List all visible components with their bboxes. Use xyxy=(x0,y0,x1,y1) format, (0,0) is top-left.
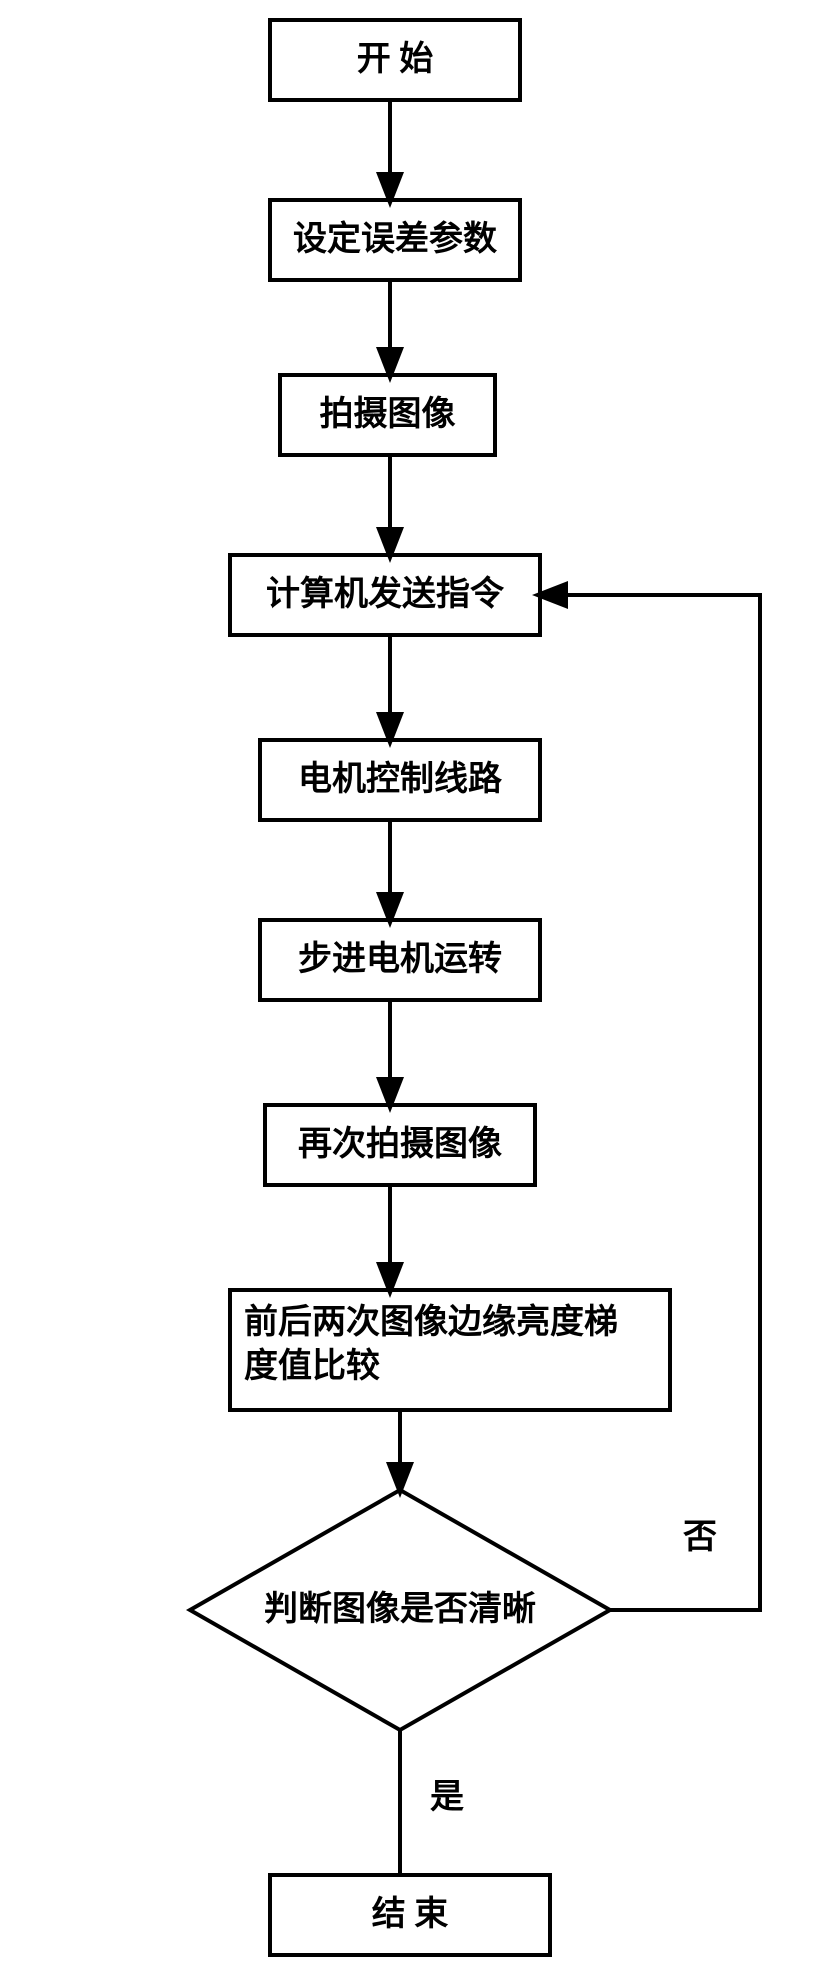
node-end-label: 结 束 xyxy=(372,1895,449,1933)
node-compare: 前后两次图像边缘亮度梯度值比较 xyxy=(230,1290,670,1410)
node-recap: 再次拍摄图像 xyxy=(265,1105,535,1185)
node-motorctl: 电机控制线路 xyxy=(260,740,540,820)
label-yes: 是 xyxy=(430,1779,464,1816)
node-setparam: 设定误差参数 xyxy=(270,200,520,280)
node-capture-label: 拍摄图像 xyxy=(320,395,456,433)
node-stepmot-label: 步进电机运转 xyxy=(298,940,502,978)
node-sendcmd: 计算机发送指令 xyxy=(230,555,540,635)
node-decision: 判断图像是否清晰 xyxy=(190,1490,610,1730)
node-stepmot: 步进电机运转 xyxy=(260,920,540,1000)
nodes: 开 始设定误差参数拍摄图像计算机发送指令电机控制线路步进电机运转再次拍摄图像前后… xyxy=(190,20,670,1955)
node-recap-label: 再次拍摄图像 xyxy=(298,1125,502,1163)
node-capture: 拍摄图像 xyxy=(280,375,495,455)
node-start: 开 始 xyxy=(270,20,520,100)
branch-labels: 否是 xyxy=(430,1519,717,1816)
node-compare-label: 前后两次图像边缘亮度梯 xyxy=(244,1303,618,1341)
label-no: 否 xyxy=(683,1519,717,1556)
node-sendcmd-label: 计算机发送指令 xyxy=(266,575,505,613)
node-motorctl-label: 电机控制线路 xyxy=(298,760,503,798)
node-compare-label: 度值比较 xyxy=(244,1347,380,1385)
node-setparam-label: 设定误差参数 xyxy=(293,220,497,258)
edge-feedback xyxy=(540,595,760,1610)
node-start-label: 开 始 xyxy=(357,40,434,78)
node-end: 结 束 xyxy=(270,1875,550,1955)
flowchart-canvas: 开 始设定误差参数拍摄图像计算机发送指令电机控制线路步进电机运转再次拍摄图像前后… xyxy=(0,0,830,1971)
node-decision-label: 判断图像是否清晰 xyxy=(264,1590,536,1628)
